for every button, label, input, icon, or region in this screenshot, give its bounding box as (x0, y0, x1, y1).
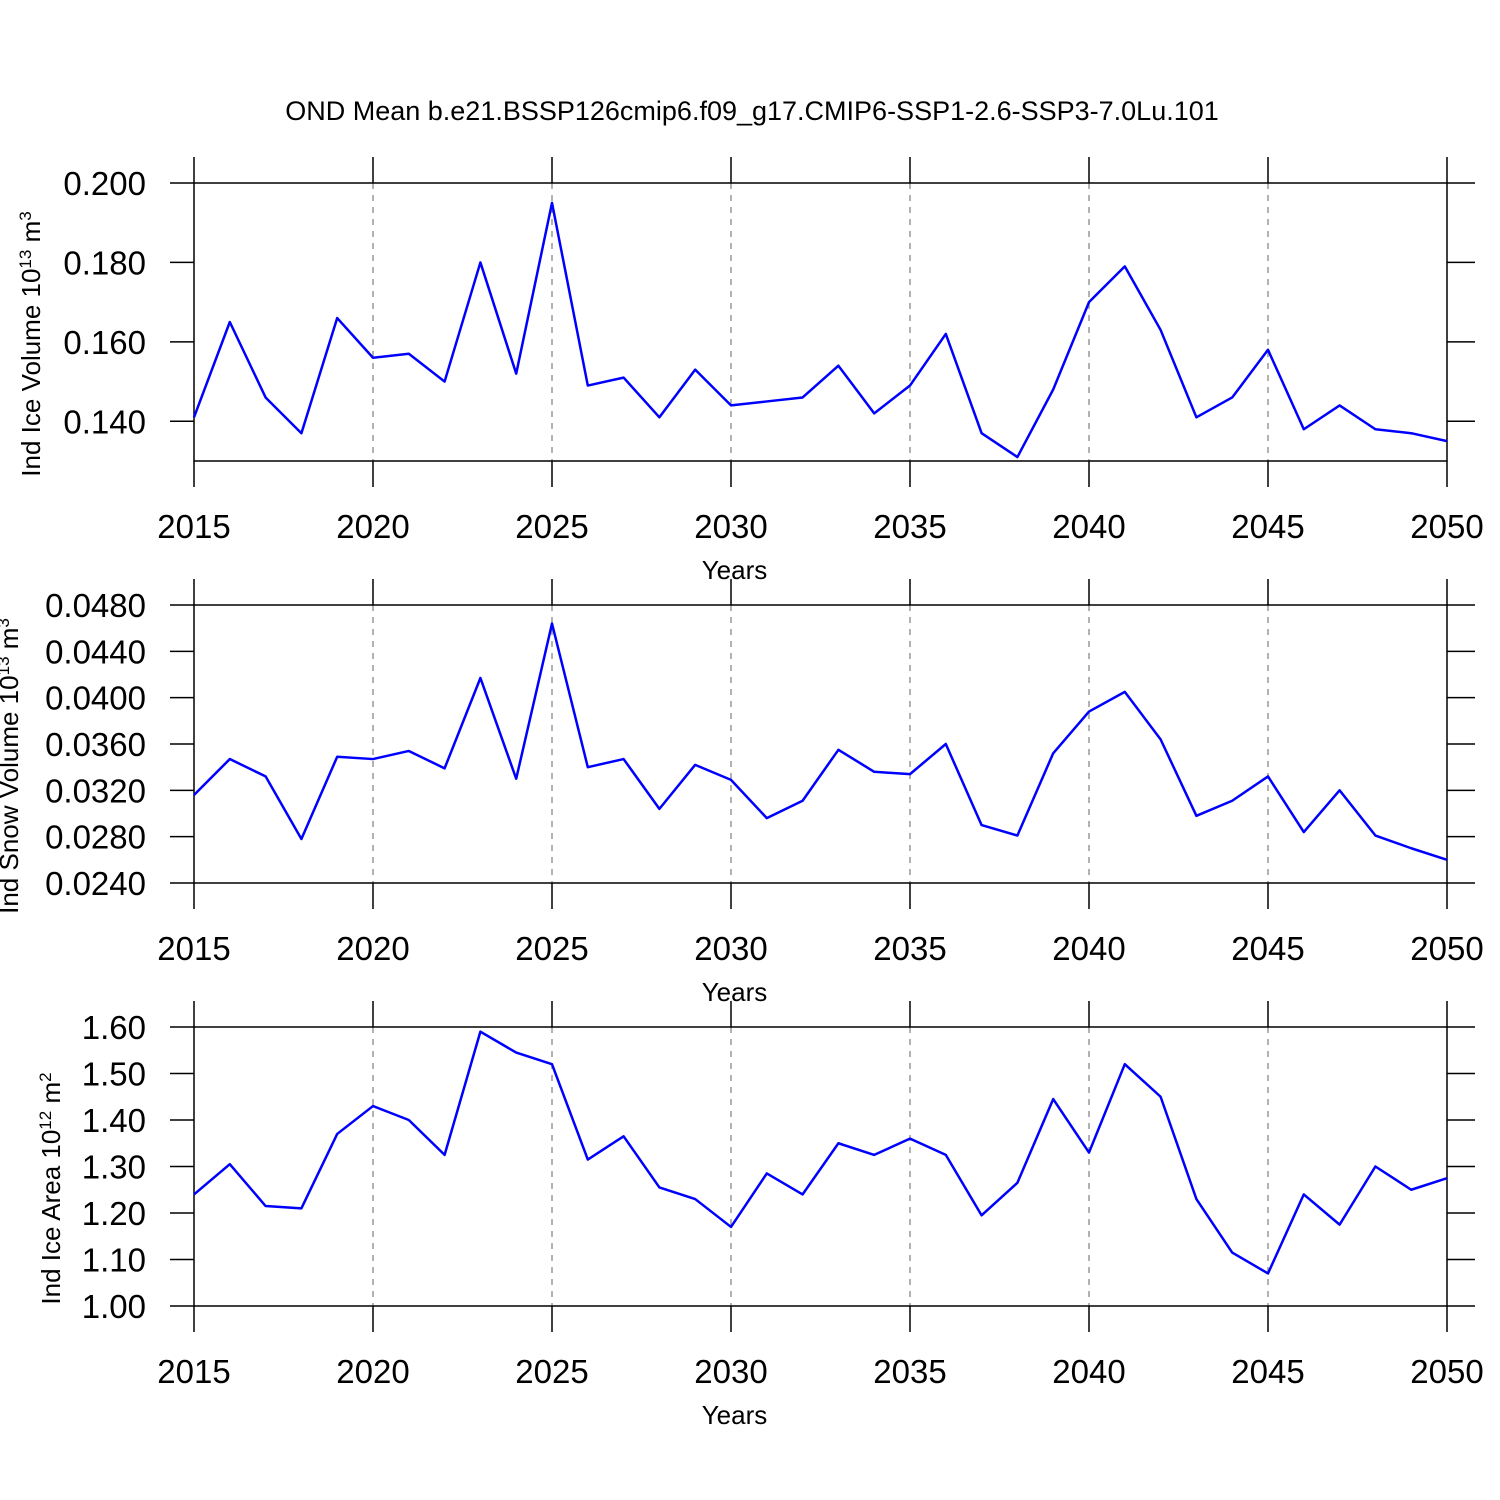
x-tick-label: 2025 (515, 508, 588, 545)
plot-frame (193, 1026, 1448, 1307)
y-tick-label: 0.140 (63, 403, 146, 440)
x-tick-label: 2035 (873, 930, 946, 967)
data-line (193, 1030, 1448, 1275)
y-tick-label: 0.200 (63, 165, 146, 202)
y-tick-label: 0.0240 (45, 865, 146, 902)
x-tick-label: 2040 (1052, 1353, 1125, 1390)
x-tick-label: 2015 (157, 508, 230, 545)
y-axis-label-superscript: 13 (16, 250, 35, 269)
y-tick-label: 1.10 (82, 1242, 146, 1279)
plot-frame (193, 182, 1448, 462)
x-tick-label: 2045 (1231, 1353, 1304, 1390)
x-tick-label: 2045 (1231, 508, 1304, 545)
x-tick-label: 2015 (157, 1353, 230, 1390)
x-tick-label: 2040 (1052, 508, 1125, 545)
y-axis-label-superscript: 3 (0, 618, 13, 627)
y-axis-label-part: m (36, 1082, 66, 1111)
x-tick-label: 2035 (873, 508, 946, 545)
x-axis-label: Years (702, 555, 768, 585)
figure-title: OND Mean b.e21.BSSP126cmip6.f09_g17.CMIP… (285, 96, 1219, 126)
y-tick-label: 0.0320 (45, 772, 146, 809)
y-axis-label-part: Ind Snow Volume 10 (0, 675, 24, 914)
data-line (192, 201, 1448, 459)
x-tick-label: 2050 (1410, 1353, 1483, 1390)
x-tick-label: 2030 (694, 508, 767, 545)
y-axis-label-superscript: 2 (36, 1072, 55, 1081)
y-tick-label: 1.20 (82, 1195, 146, 1232)
x-tick-label: 2015 (157, 930, 230, 967)
x-tick-label: 2045 (1231, 930, 1304, 967)
x-tick-label: 2030 (694, 930, 767, 967)
x-tick-label: 2020 (336, 1353, 409, 1390)
x-tick-label: 2025 (515, 1353, 588, 1390)
y-axis-label: Ind Ice Volume 1013 m3 (16, 211, 46, 476)
y-axis-label-part: m (0, 628, 24, 657)
y-axis-label-part: m (16, 221, 46, 250)
x-axis-label: Years (702, 1400, 768, 1430)
y-tick-label: 1.60 (82, 1009, 146, 1046)
y-tick-label: 0.0400 (45, 680, 146, 717)
y-tick-label: 0.160 (63, 324, 146, 361)
y-tick-label: 0.0280 (45, 819, 146, 856)
x-tick-label: 2025 (515, 930, 588, 967)
x-tick-label: 2050 (1410, 930, 1483, 967)
y-axis-label-superscript: 13 (0, 656, 13, 675)
x-tick-label: 2020 (336, 508, 409, 545)
y-axis-label-superscript: 3 (16, 211, 35, 220)
x-tick-label: 2040 (1052, 930, 1125, 967)
y-axis-label-superscript: 12 (36, 1111, 55, 1130)
y-tick-label: 1.00 (82, 1288, 146, 1325)
x-axis-label: Years (702, 977, 768, 1007)
y-tick-label: 1.40 (82, 1102, 146, 1139)
y-axis-label-part: Ind Ice Area 10 (36, 1130, 66, 1305)
y-axis-label-part: Ind Ice Volume 10 (16, 269, 46, 477)
x-tick-label: 2050 (1410, 508, 1483, 545)
y-tick-label: 0.0480 (45, 587, 146, 624)
y-tick-label: 1.50 (82, 1056, 146, 1093)
x-tick-label: 2030 (694, 1353, 767, 1390)
y-axis-label: Ind Ice Area 1012 m2 (36, 1072, 66, 1304)
y-tick-label: 1.30 (82, 1149, 146, 1186)
data-line (193, 622, 1448, 862)
y-tick-label: 0.0440 (45, 633, 146, 670)
y-axis-label: Ind Snow Volume 1013 m3 (0, 618, 24, 914)
x-tick-label: 2035 (873, 1353, 946, 1390)
y-tick-label: 0.0360 (45, 726, 146, 763)
plot-frame (193, 604, 1448, 884)
y-tick-label: 0.180 (63, 244, 146, 281)
x-tick-label: 2020 (336, 930, 409, 967)
